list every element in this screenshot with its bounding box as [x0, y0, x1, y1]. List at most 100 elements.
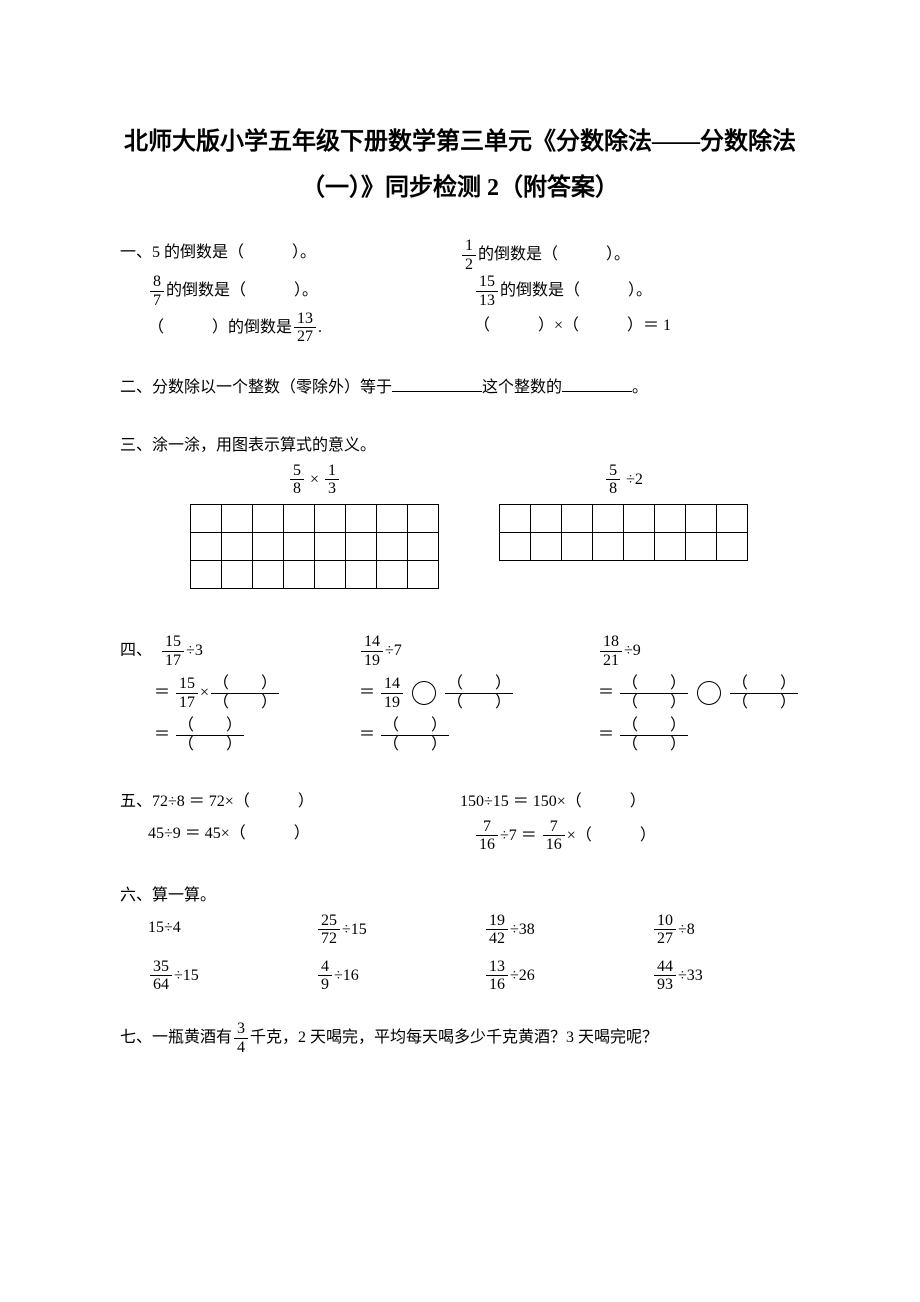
q4-c3-r: ÷9 [624, 642, 641, 659]
q4-c3-pf3: （ ）（ ） [620, 717, 688, 753]
q4-col3: 1821÷9 ＝ （ ）（ ） （ ）（ ） ＝ （ ）（ ） [598, 627, 800, 760]
question-4: 四、 1517÷3 ＝ 1517×（ ）（ ） ＝ （ ）（ ） 1419÷7 … [120, 627, 800, 760]
q6-frac: 1027 [654, 912, 676, 948]
q1-f-text: （ ）×（ ）＝ 1 [474, 317, 671, 334]
q3-left: 58 × 13 [190, 462, 439, 601]
q1-a-post: ）。 [292, 244, 316, 261]
q1-f: （ ）×（ ）＝ 1 [474, 310, 800, 346]
q6-label: 六、算一算。 [120, 880, 800, 912]
q6-item: 3564÷15 [148, 958, 296, 994]
q5-d: 716÷7 ＝ 716×（ ） [474, 818, 800, 854]
q1-e-frac: 1327 [294, 310, 316, 346]
q1-e-pre: （ [148, 318, 164, 335]
q4-c2-pf2: （ ）（ ） [381, 717, 449, 753]
q6-item: 1316÷26 [484, 958, 632, 994]
q5-a: 72÷8 ＝ 72×（ ） [152, 793, 314, 810]
q7-pre: 七、一瓶黄酒有 [120, 1029, 232, 1046]
q3-right: 58 ÷2 [499, 462, 748, 601]
q5-d-f1: 716 [476, 818, 498, 854]
q1-d: 1513的倒数是（ ）。 [474, 273, 800, 309]
q6-frac: 1316 [486, 958, 508, 994]
q6-item: 49÷16 [316, 958, 464, 994]
q4-c1-r: ÷3 [186, 642, 203, 659]
q1-b-pre: 的倒数是（ [478, 246, 558, 263]
q1-c-frac: 87 [150, 273, 164, 309]
q3-left-grid [190, 504, 439, 589]
q4-c3-pf1: （ ）（ ） [620, 675, 688, 711]
q2-blank1 [392, 375, 482, 392]
q3-left-op: × [310, 471, 319, 488]
q4-c1-f2: 1517 [176, 675, 198, 711]
q1-c: 87的倒数是（ ）。 [148, 273, 474, 309]
q2-blank2 [562, 375, 632, 392]
q1-d-post: ）。 [628, 282, 652, 299]
q4-c2-pf: （ ）（ ） [445, 675, 513, 711]
q1-e-post: . [318, 318, 322, 335]
q4-col2: 1419÷7 ＝ 1419 （ ）（ ） ＝ （ ）（ ） [359, 627, 558, 760]
q5-b: 150÷15 ＝ 150×（ ） [460, 793, 646, 810]
question-5: 五、72÷8 ＝ 72×（ ） 150÷15 ＝ 150×（ ） 45÷9 ＝ … [120, 786, 800, 854]
q2-c: 。 [632, 379, 648, 396]
q3-right-op: ÷ [626, 471, 635, 488]
title-line1: 北师大版小学五年级下册数学第三单元《分数除法——分数除法 [120, 120, 800, 166]
q4-c2-f: 1419 [361, 633, 383, 669]
q1-b-frac: 12 [462, 237, 476, 273]
q4-c3-f: 1821 [600, 633, 622, 669]
q6-frac: 3564 [150, 958, 172, 994]
q5-d-f2: 716 [543, 818, 565, 854]
q4-c1-pf: （ ）（ ） [211, 675, 279, 711]
q1-e: （ ）的倒数是1327. [148, 310, 474, 346]
q4-c2-f2: 1419 [381, 675, 403, 711]
q2-a: 二、分数除以一个整数（零除外）等于 [120, 379, 392, 396]
q3-left-f2: 13 [325, 462, 339, 498]
q4-col1: 四、 1517÷3 ＝ 1517×（ ）（ ） ＝ （ ）（ ） [120, 627, 319, 760]
q4-c2-circle [412, 681, 436, 705]
q5-d-mid2: ×（ ） [567, 826, 656, 843]
q5-d-mid1: ÷7 ＝ [500, 826, 541, 843]
q7-post: 千克，2 天喝完，平均每天喝多少千克黄酒？3 天喝完呢？ [250, 1029, 658, 1046]
q4-c1-op: × [200, 684, 209, 701]
q6-item: 15÷4 [148, 912, 296, 948]
q4-c1-f: 1517 [162, 633, 184, 669]
q1-label: 一、 [120, 244, 152, 261]
q1-c-post: ）。 [294, 282, 318, 299]
q4-c3-pf2: （ ）（ ） [730, 675, 798, 711]
q6-grid: 15÷4 2572÷15 1942÷38 1027÷8 3564÷15 49÷16 1316… [148, 912, 800, 994]
q6-item: 1027÷8 [652, 912, 800, 948]
q6-frac: 1942 [486, 912, 508, 948]
q2-b: 这个整数的 [482, 379, 562, 396]
q6-frac: 4493 [654, 958, 676, 994]
q6-item: 2572÷15 [316, 912, 464, 948]
q1-b-post: ）。 [606, 246, 630, 263]
question-1: 一、5 的倒数是（ ）。 12的倒数是（ ）。 87的倒数是（ ）。 1513的… [120, 237, 800, 346]
q6-frac: 49 [318, 958, 332, 994]
page: 北师大版小学五年级下册数学第三单元《分数除法——分数除法 （一）》同步检测 2（… [0, 0, 920, 1136]
question-2: 二、分数除以一个整数（零除外）等于 这个整数的 。 [120, 372, 800, 404]
q1-d-pre: 的倒数是（ [500, 282, 580, 299]
q1-a-pre: 5 的倒数是（ [152, 244, 244, 261]
q3-left-f1: 58 [290, 462, 304, 498]
q3-right-f: 58 [606, 462, 620, 498]
q4-c2-r: ÷7 [385, 642, 402, 659]
q3-right-grid [499, 504, 748, 561]
q4-c1-pf2: （ ）（ ） [176, 717, 244, 753]
q1-c-pre: 的倒数是（ [166, 282, 246, 299]
q6-frac: 2572 [318, 912, 340, 948]
title-line2: （一）》同步检测 2（附答案） [120, 166, 800, 212]
q5-c: 45÷9 ＝ 45×（ ） [148, 825, 310, 842]
q1-e-mid: ）的倒数是 [212, 318, 292, 335]
q4-label: 四、 [120, 642, 144, 659]
q7-frac: 34 [234, 1020, 248, 1056]
q6-item: 1942÷38 [484, 912, 632, 948]
q3-right-r: 2 [635, 471, 643, 488]
question-3: 三、涂一涂，用图表示算式的意义。 58 × 13 58 ÷2 [120, 430, 800, 601]
q1-d-frac: 1513 [476, 273, 498, 309]
q3-label: 三、涂一涂，用图表示算式的意义。 [120, 430, 800, 462]
q1-a: 一、5 的倒数是（ ）。 [120, 237, 460, 273]
question-7: 七、一瓶黄酒有34千克，2 天喝完，平均每天喝多少千克黄酒？3 天喝完呢？ [120, 1020, 800, 1056]
q5-label: 五、 [120, 793, 152, 810]
title: 北师大版小学五年级下册数学第三单元《分数除法——分数除法 （一）》同步检测 2（… [120, 120, 800, 211]
q1-b: 12的倒数是（ ）。 [460, 237, 800, 273]
q4-c3-circle [697, 681, 721, 705]
question-6: 六、算一算。 15÷4 2572÷15 1942÷38 1027÷8 3564÷15 49… [120, 880, 800, 994]
